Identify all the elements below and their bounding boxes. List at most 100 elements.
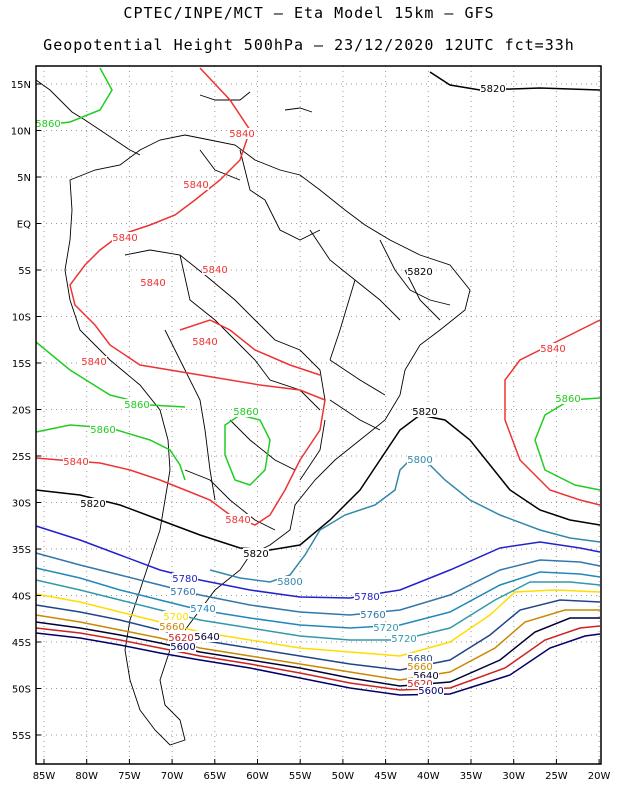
latitude-tick-label: 45S [12, 638, 31, 649]
contour-label-bg [90, 424, 116, 435]
contour-label: 5860 [233, 407, 258, 418]
longitude-tick-label: 85W [33, 771, 56, 782]
contour-label: 5660 [159, 622, 184, 633]
contour-label: 5840 [63, 457, 88, 468]
contour-label: 5640 [194, 632, 219, 643]
contour-label: 5620 [168, 633, 193, 644]
contour-label: 5840 [183, 180, 208, 191]
contour-label-bg [190, 603, 216, 614]
contour-label: 5840 [229, 129, 254, 140]
contour-label-bg [170, 586, 196, 597]
contour-label-bg [170, 641, 196, 652]
lat-lon-grid [36, 66, 601, 764]
contour-label: 5680 [407, 654, 432, 665]
contour-label-bg [277, 576, 303, 587]
contour-label-bg [407, 266, 433, 277]
contour-label: 5840 [140, 278, 165, 289]
contour-label: 5760 [170, 587, 195, 598]
contour-label-bg [140, 277, 166, 288]
contour-label: 5700 [163, 612, 188, 623]
contour-label: 5860 [90, 425, 115, 436]
contour-label: 5660 [407, 662, 432, 673]
contour-label-bg [555, 393, 581, 404]
coastlines-and-borders [35, 79, 471, 746]
contour-label-bg [194, 631, 220, 642]
longitude-tick-label: 40W [417, 771, 440, 782]
contour-label: 5860 [124, 400, 149, 411]
latitude-tick-label: 10S [12, 313, 31, 324]
latitude-tick-label: 15N [11, 80, 31, 91]
contour-label: 5860 [35, 119, 60, 130]
title-line-2: Geopotential Height 500hPa – 23/12/2020 … [43, 36, 575, 54]
contour-label: 5780 [354, 592, 379, 603]
longitude-tick-label: 25W [545, 771, 568, 782]
latitude-tick-label: 35S [12, 545, 31, 556]
contour-label: 5820 [80, 499, 105, 510]
contour-label: 5600 [170, 642, 195, 653]
map-frame [35, 65, 602, 765]
contour-label-bg [407, 678, 433, 689]
contour-label-bg [407, 661, 433, 672]
contour-label: 5800 [407, 455, 432, 466]
latitude-tick-label: 10N [11, 127, 31, 138]
contour-label: 5840 [202, 265, 227, 276]
contour-label: 5820 [243, 549, 268, 560]
contour-label-bg [63, 456, 89, 467]
longitude-tick-label: 20W [588, 771, 611, 782]
contour-label-bg [163, 611, 189, 622]
contour-label: 5720 [391, 634, 416, 645]
contour-label-bg [360, 609, 386, 620]
contour-label: 5860 [555, 394, 580, 405]
contour-label-bg [168, 632, 194, 643]
contour-label: 5740 [190, 604, 215, 615]
contour-label: 5820 [407, 267, 432, 278]
contour-label-bg [112, 232, 138, 243]
contour-label-bg [183, 179, 209, 190]
contour-label-bg [480, 83, 506, 94]
contour-label: 5840 [225, 515, 250, 526]
contour-label-bg [124, 399, 150, 410]
longitude-tick-label: 30W [502, 771, 525, 782]
contour-label: 5840 [112, 233, 137, 244]
latitude-tick-label: EQ [17, 220, 31, 231]
contour-label-bg [412, 406, 438, 417]
contour-labels: 5820 5860 5840 5840 5840 5840 5840 5840 5820 5840… [35, 83, 581, 697]
contour-label-bg [229, 128, 255, 139]
contour-label: 5840 [540, 344, 565, 355]
contour-label-bg [373, 622, 399, 633]
contour-label: 5760 [360, 610, 385, 621]
latitude-tick-label: 40S [12, 592, 31, 603]
latitude-tick-label: 5N [17, 173, 31, 184]
geopotential-contours [35, 67, 601, 696]
latitude-tick-label: 30S [12, 499, 31, 510]
contour-label-bg [172, 573, 198, 584]
contour-label-bg [407, 454, 433, 465]
contour-label: 5820 [412, 407, 437, 418]
contour-label-bg [80, 498, 106, 509]
latitude-tick-label: 25S [12, 452, 31, 463]
contour-label-bg [418, 685, 444, 696]
contour-label: 5640 [413, 671, 438, 682]
contour-label-bg [413, 670, 439, 681]
contour-label: 5780 [172, 574, 197, 585]
longitude-tick-label: 50W [332, 771, 355, 782]
latitude-tick-label: 15S [12, 359, 31, 370]
longitude-labels: 85W 80W 75W 70W 65W 60W 55W 50W 45W 40W 35W 30W 25W 2… [33, 759, 611, 782]
contour-label-bg [243, 548, 269, 559]
title-line-1: CPTEC/INPE/MCT – Eta Model 15km – GFS [123, 4, 495, 22]
longitude-tick-label: 80W [75, 771, 98, 782]
contour-label-bg [354, 591, 380, 602]
latitude-tick-label: 5S [18, 266, 31, 277]
contour-label: 5840 [192, 337, 217, 348]
contour-label-bg [225, 514, 251, 525]
longitude-tick-label: 55W [289, 771, 312, 782]
contour-label: 5820 [480, 84, 505, 95]
contour-label-bg [202, 264, 228, 275]
contour-label-bg [35, 118, 61, 129]
contour-label: 5720 [373, 623, 398, 634]
longitude-tick-label: 35W [460, 771, 483, 782]
latitude-tick-label: 55S [12, 731, 31, 742]
latitude-tick-label: 20S [12, 406, 31, 417]
contour-label-bg [407, 653, 433, 664]
